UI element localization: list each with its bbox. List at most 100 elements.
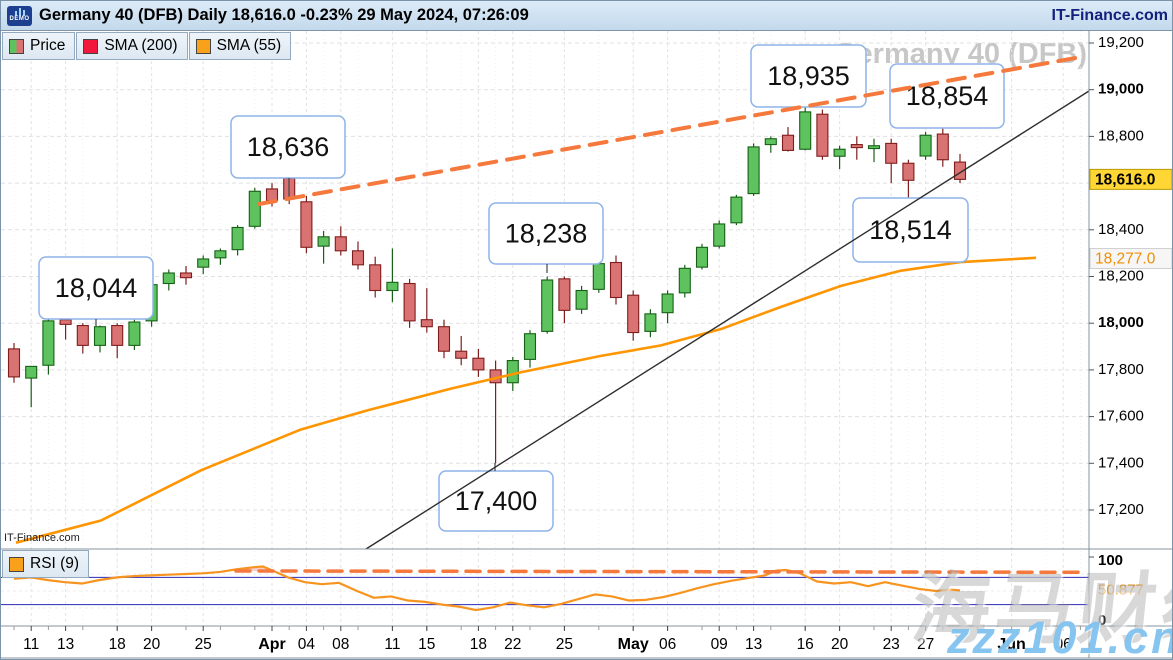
candle[interactable] — [575, 285, 588, 314]
candle[interactable] — [317, 230, 330, 264]
support-trendline[interactable] — [365, 90, 1090, 550]
chart-footer-brand: IT-Finance.com — [4, 532, 80, 544]
candle[interactable] — [300, 195, 313, 254]
candle-body — [506, 360, 519, 384]
candle[interactable] — [764, 136, 777, 153]
legend-item-rsi[interactable]: RSI (9) — [2, 550, 90, 578]
candle[interactable] — [523, 330, 537, 368]
candle-body — [420, 319, 433, 328]
brand-link[interactable]: IT-Finance.com — [1051, 6, 1168, 24]
candle[interactable] — [541, 276, 554, 334]
candle[interactable] — [472, 348, 485, 377]
candle-body — [386, 281, 399, 292]
time-tick-label: 15 — [418, 636, 435, 653]
annotation-box[interactable] — [852, 197, 969, 263]
candle[interactable] — [162, 269, 175, 291]
candle[interactable] — [214, 248, 227, 265]
sma55-swatch-icon — [195, 38, 211, 54]
candle-body — [678, 267, 691, 294]
demo-logo-icon: DEMO — [7, 5, 32, 26]
candle[interactable] — [197, 255, 210, 275]
annotation-box[interactable] — [488, 202, 604, 265]
candle-body — [730, 196, 743, 224]
candle[interactable] — [420, 288, 433, 333]
candle[interactable] — [111, 323, 124, 359]
candle[interactable] — [7, 343, 21, 383]
candle[interactable] — [369, 256, 382, 298]
candle[interactable] — [833, 145, 846, 170]
candle[interactable] — [609, 255, 623, 305]
candle[interactable] — [455, 336, 468, 366]
candle[interactable] — [661, 290, 674, 324]
annotation-label: 18,854 — [906, 81, 989, 111]
candle-body — [781, 134, 795, 151]
candle[interactable] — [885, 138, 898, 184]
time-tick-label: 11 — [23, 636, 39, 653]
candle[interactable] — [644, 309, 657, 338]
candle[interactable] — [850, 136, 863, 160]
annotation-label: 18,514 — [869, 215, 952, 245]
candle[interactable] — [42, 316, 55, 375]
price-tick-label: 17,200 — [1098, 501, 1144, 518]
candle[interactable] — [558, 276, 571, 324]
candle[interactable] — [902, 159, 915, 204]
candle[interactable] — [403, 278, 416, 328]
candle[interactable] — [799, 104, 812, 151]
candle-body — [592, 263, 605, 290]
candle[interactable] — [351, 241, 365, 270]
rsi-swatch-icon — [9, 556, 24, 572]
candle[interactable] — [953, 153, 967, 184]
annotation-box[interactable] — [230, 115, 346, 179]
candle[interactable] — [816, 109, 829, 160]
time-tick-label: 18 — [470, 636, 487, 653]
candle[interactable] — [867, 138, 881, 163]
price-axis[interactable]: 19,200 19,000 18,800 18,400 18,200 18,000 17,8… — [1089, 34, 1172, 629]
candle[interactable] — [627, 290, 640, 341]
time-tick-label: 13 — [57, 636, 74, 653]
candle[interactable] — [936, 123, 949, 167]
candle[interactable] — [713, 220, 726, 249]
rsi-line[interactable] — [13, 565, 961, 612]
candle[interactable] — [248, 187, 261, 229]
candle[interactable] — [128, 319, 141, 351]
candle[interactable] — [25, 365, 38, 408]
candle[interactable] — [93, 325, 107, 353]
candle[interactable] — [747, 143, 760, 196]
time-tick-label: 06 — [1055, 636, 1072, 653]
candle[interactable] — [919, 131, 932, 160]
annotation-box[interactable] — [750, 44, 867, 108]
legend-item-sma55[interactable]: SMA (55) — [188, 32, 292, 60]
candle-body — [351, 250, 365, 266]
candle[interactable] — [386, 248, 399, 303]
annotation-label: 17,400 — [455, 486, 538, 516]
rsi-trendline[interactable] — [234, 569, 1088, 575]
candle[interactable] — [437, 319, 451, 359]
annotation-box[interactable] — [889, 63, 1005, 129]
candle-body — [369, 264, 382, 292]
legend-item-sma200[interactable]: SMA (200) — [76, 32, 188, 60]
candle[interactable] — [678, 264, 691, 298]
candle[interactable] — [231, 225, 244, 256]
resistance-trendline[interactable] — [257, 55, 1083, 206]
candle-body — [816, 113, 829, 157]
legend-item-price[interactable]: Price — [2, 32, 76, 60]
time-axis[interactable]: 11 13 18 20 25 Apr 04 08 11 15 18 22 25 May 06 09 13 16 20… — [13, 626, 1081, 653]
candle-body — [300, 201, 313, 248]
annotation-box[interactable] — [438, 470, 554, 532]
candle[interactable] — [76, 323, 89, 354]
candle[interactable] — [781, 127, 795, 152]
time-tick-label: 08 — [332, 636, 349, 653]
candle[interactable] — [334, 226, 347, 256]
sma55-line[interactable] — [15, 256, 1037, 544]
candle[interactable] — [730, 194, 743, 226]
candle-body — [523, 333, 537, 360]
candle[interactable] — [695, 243, 709, 270]
time-tick-label: 23 — [883, 636, 900, 653]
candle-body — [867, 145, 881, 150]
candle-body — [76, 324, 89, 346]
price-marker-label: 18,277.0 — [1095, 251, 1156, 268]
time-tick-label: Jun — [997, 636, 1025, 653]
rsi-tick-label: 100 — [1098, 552, 1123, 569]
candle[interactable] — [179, 265, 193, 285]
